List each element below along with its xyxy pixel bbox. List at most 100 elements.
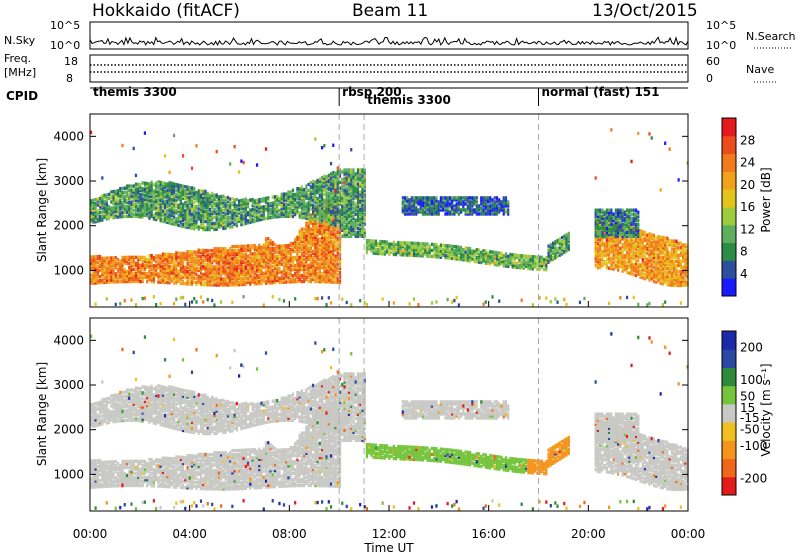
power-cell [215, 203, 218, 207]
power-cell [338, 242, 342, 246]
power-cell [222, 255, 225, 259]
power-cell [345, 234, 348, 239]
power-cell [406, 245, 409, 249]
power-cell [325, 187, 328, 191]
power-cell [406, 251, 409, 255]
power-cell [453, 212, 456, 216]
power-cell [303, 233, 306, 237]
power-cell [300, 213, 303, 218]
power-cell [300, 231, 303, 235]
power-cell [132, 184, 135, 188]
power-cell [350, 228, 353, 232]
power-cell [291, 204, 295, 209]
power-cell [213, 267, 216, 271]
power-cell [442, 206, 445, 210]
power-cell [594, 259, 597, 264]
power-cell [601, 237, 604, 242]
power-cell [334, 254, 337, 258]
power-cell [213, 269, 216, 273]
power-cell [258, 251, 261, 256]
power-cell [101, 268, 104, 273]
power-cell [312, 197, 315, 202]
power-cell [206, 269, 209, 273]
power-cell [327, 185, 330, 190]
power-cell [596, 212, 600, 216]
power-cell [190, 282, 194, 286]
power-cell [179, 259, 182, 263]
power-cell [601, 239, 604, 244]
power-cell [314, 196, 317, 200]
power-cell [507, 256, 510, 260]
power-cell [298, 241, 301, 246]
power-cell [484, 249, 487, 253]
power-cell [217, 251, 221, 255]
power-cell [504, 254, 508, 258]
power-cell [123, 206, 126, 211]
power-cell [235, 260, 238, 265]
power-cell [316, 210, 319, 215]
power-cell [258, 279, 261, 284]
power-cell [184, 205, 187, 209]
power-cell [599, 259, 602, 264]
power-cell [484, 257, 487, 261]
power-cell [240, 256, 243, 261]
power-cell [271, 240, 274, 245]
power-cell [320, 216, 324, 220]
power-cell [462, 256, 465, 260]
power-cell [462, 202, 465, 206]
power-cell [202, 260, 205, 265]
power-cell [312, 277, 315, 282]
power-cell [282, 299, 286, 303]
power-cell [327, 177, 330, 182]
freq-left-label-1: Freq. [4, 52, 31, 65]
power-cell [190, 256, 194, 260]
power-cell [403, 249, 407, 253]
power-cell [220, 208, 223, 213]
power-cell [300, 207, 303, 212]
power-cell [511, 257, 514, 261]
power-cell [150, 263, 153, 268]
power-cell [312, 209, 315, 214]
power-cell [489, 212, 492, 216]
power-cell [599, 261, 602, 266]
power-cell [150, 280, 153, 284]
power-cell [188, 282, 191, 286]
power-cell [233, 273, 236, 277]
power-cell [172, 220, 176, 224]
power-cell [143, 207, 147, 212]
power-cell [231, 202, 234, 207]
power-cell [94, 197, 97, 202]
power-cell [90, 217, 93, 221]
power-cell [309, 229, 312, 233]
power-cell [240, 276, 243, 281]
power-cell [480, 254, 483, 259]
power-cell [208, 277, 212, 281]
power-cell [168, 183, 171, 187]
power-cell [181, 218, 185, 223]
power-cell [134, 263, 138, 268]
power-cell [278, 200, 281, 205]
power-cell [166, 202, 169, 206]
power-cell [491, 212, 494, 216]
power-cell [116, 207, 120, 211]
power-cell [356, 196, 360, 200]
power-cell [235, 270, 238, 275]
power-cell [103, 258, 106, 262]
power-cell [202, 189, 205, 193]
power-cell [166, 270, 169, 275]
power-cell [233, 212, 236, 216]
power-cell [139, 207, 142, 211]
power-cell [424, 248, 427, 252]
power-cell [181, 194, 185, 198]
power-cell [202, 213, 205, 218]
power-cell [90, 203, 93, 207]
power-cell [433, 254, 436, 259]
power-cell [507, 264, 510, 269]
power-cell [190, 264, 194, 268]
power-cell [190, 280, 194, 284]
power-cell [107, 274, 111, 278]
power-cell [276, 254, 279, 259]
power-cell [291, 245, 295, 250]
power-cell [159, 206, 162, 211]
power-cell [264, 259, 268, 263]
